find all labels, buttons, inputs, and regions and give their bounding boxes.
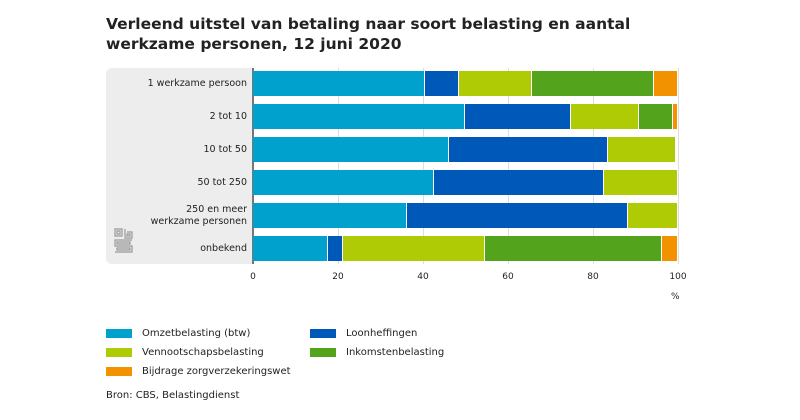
bar-segment <box>448 137 608 162</box>
legend-label: Inkomstenbelasting <box>346 347 445 358</box>
category-label: 10 tot 50 <box>204 144 247 156</box>
legend-item: Omzetbelasting (btw) <box>106 328 250 339</box>
bar-segment <box>253 137 449 162</box>
category-label-line: 10 tot 50 <box>203 143 247 155</box>
legend-swatch <box>106 367 132 376</box>
legend-swatch <box>106 329 132 338</box>
category-label-line: 1 werkzame persoon <box>147 77 247 89</box>
x-tick-label: 80 <box>587 272 599 282</box>
bar-segment <box>327 236 344 261</box>
bar-segment <box>675 137 678 162</box>
x-tick-label: 60 <box>502 272 514 282</box>
legend-item: Loonheffingen <box>310 328 417 339</box>
category-label: 1 werkzame persoon <box>148 78 247 90</box>
bar-segment <box>253 236 328 261</box>
bar-segment <box>570 104 639 129</box>
legend-label: Bijdrage zorgverzekeringswet <box>142 366 291 377</box>
legend-label: Loonheffingen <box>346 328 418 339</box>
bar-segment <box>253 170 435 195</box>
x-tick-label: 100 <box>669 272 687 282</box>
x-tick-label: 40 <box>417 272 429 282</box>
x-axis-unit: % <box>671 292 680 302</box>
legend-item: Vennootschapsbelasting <box>106 347 264 358</box>
bar-segment <box>672 104 678 129</box>
bar-segment <box>485 236 663 261</box>
category-label-line: 2 tot 10 <box>209 110 247 122</box>
bar-segment <box>627 203 678 228</box>
category-label-line: onbekend <box>200 242 247 254</box>
legend-swatch <box>310 329 336 338</box>
bar-segment <box>434 170 605 195</box>
bar-segment <box>253 71 426 96</box>
bar-segment <box>662 236 678 261</box>
bar-segment <box>253 203 408 228</box>
cbs-logo <box>114 228 133 253</box>
gridline <box>423 68 424 264</box>
bar-segment <box>343 236 486 261</box>
category-label-line: werkzame personen <box>150 215 247 227</box>
source-note: Bron: CBS, Belastingdienst <box>106 390 240 401</box>
bar-segment <box>253 104 466 129</box>
bar-segment <box>604 170 678 195</box>
bar-segment <box>607 137 676 162</box>
bar-segment <box>458 71 532 96</box>
category-panel <box>106 68 253 264</box>
legend-swatch <box>310 348 336 357</box>
gridline <box>338 68 339 264</box>
bar-segment <box>654 71 678 96</box>
category-label-line: 50 tot 250 <box>197 176 247 188</box>
legend-label: Omzetbelasting (btw) <box>142 328 251 339</box>
category-label: 2 tot 10 <box>210 111 247 123</box>
legend-label: Vennootschapsbelasting <box>142 347 264 358</box>
legend-item: Bijdrage zorgverzekeringswet <box>106 366 291 377</box>
category-label-line: 250 en meer <box>186 203 247 215</box>
legend-swatch <box>106 348 132 357</box>
category-label: 250 en meer werkzame personen <box>151 204 247 228</box>
bar-segment <box>638 104 673 129</box>
gridline <box>593 68 594 264</box>
y-axis-line <box>252 68 254 264</box>
x-tick-label: 0 <box>250 272 256 282</box>
bar-segment <box>425 71 459 96</box>
bar-segment <box>465 104 571 129</box>
x-tick-label: 20 <box>332 272 344 282</box>
category-label: onbekend <box>200 243 247 255</box>
gridline <box>678 68 679 264</box>
gridline <box>508 68 509 264</box>
bar-segment <box>407 203 628 228</box>
legend-item: Inkomstenbelasting <box>310 347 444 358</box>
bar-segment <box>531 71 655 96</box>
category-label: 50 tot 250 <box>197 177 247 189</box>
bar-segment <box>677 137 679 162</box>
chart-title: Verleend uitstel van betaling naar soort… <box>106 15 631 53</box>
